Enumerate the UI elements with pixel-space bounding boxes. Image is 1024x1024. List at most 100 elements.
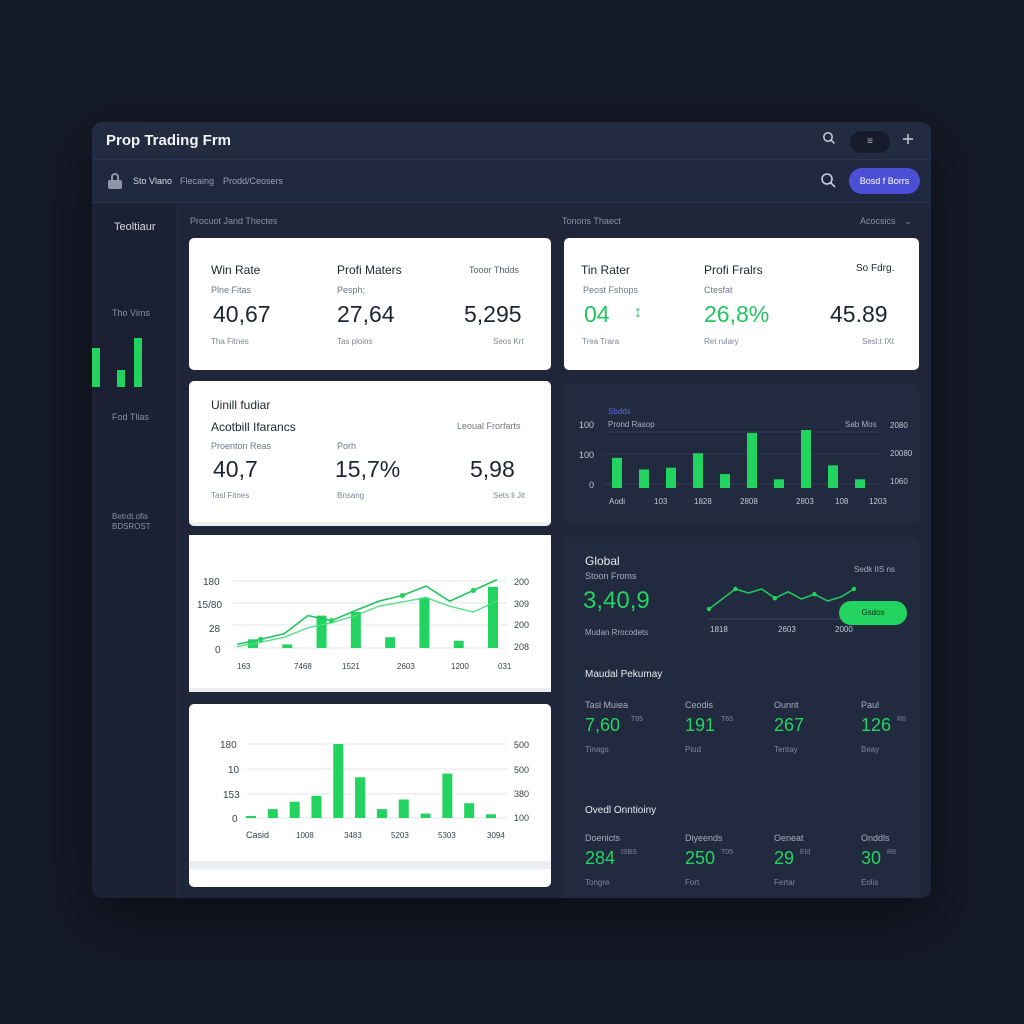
chart-bar <box>333 744 344 818</box>
x-tick-label: 5303 <box>438 831 456 840</box>
global-pill-button[interactable]: Gsdos <box>839 601 907 625</box>
chart-bar <box>376 809 387 818</box>
card-title: Acotbill Ifarancs <box>211 420 296 434</box>
stat-item: Oeneat 29 Eld Fertar <box>774 833 864 898</box>
plus-icon[interactable] <box>898 131 918 151</box>
kpi-foot: Bnsang <box>337 491 365 500</box>
chart-bar <box>442 773 453 818</box>
y-tick-label: 0 <box>589 480 594 490</box>
kpi-label: So Fdrg. <box>856 263 895 274</box>
x-tick-label: Casid <box>246 830 269 840</box>
stat-value: 7,60 <box>585 715 621 735</box>
sidebar-bar <box>117 370 125 387</box>
chart-bar <box>693 453 703 488</box>
kpi-value: 40,67 <box>213 301 271 327</box>
chart-bar <box>828 465 838 488</box>
global-title: Global <box>585 554 620 568</box>
x-tick-label: 1818 <box>710 625 728 634</box>
sidebar-label[interactable]: Fod Tlias <box>112 412 149 422</box>
y-tick-label: 309 <box>514 599 529 609</box>
x-tick-label: 1008 <box>296 831 314 840</box>
kpi-sub: Proenton Reas <box>211 441 272 451</box>
global-value: 3,40,9 <box>583 587 650 614</box>
stat-value: 267 <box>774 715 805 735</box>
chart-bar <box>720 474 730 488</box>
global-sub: Stoon Froms <box>585 571 637 581</box>
x-tick-label: 1200 <box>451 662 469 671</box>
performance-card: Uinill fudiar Acotbill Ifarancs Leoual F… <box>189 381 551 526</box>
y-tick-label: 15/80 <box>197 600 222 611</box>
arrow-icon: ↕ <box>634 304 642 321</box>
kpi-card-left: Win Rate Profi Maters Tooor Thdds Plne F… <box>189 238 551 370</box>
stat-small: T85 <box>631 716 644 723</box>
kpi-label: Profi Fralrs <box>704 263 763 277</box>
stat-item: Paul 126 R6 Beay <box>861 700 919 770</box>
stat-label: Doenicts <box>585 833 621 843</box>
stat-value: 284 <box>585 848 616 868</box>
kpi-foot: Trea Trara <box>582 337 620 346</box>
stat-foot: Fertar <box>774 878 796 887</box>
x-tick-label: 3483 <box>344 831 362 840</box>
bar-chart-dark: Sbdds Prond Rasop Sab Mos 100 100 0 2080… <box>579 407 913 506</box>
kpi-sub: Plne Fitas <box>211 285 252 295</box>
line-chart-card: 180 15/80 28 0 200 309 200 208 163 7468 … <box>189 535 551 692</box>
chart-bar <box>666 467 676 488</box>
sidebar-label[interactable]: Betrdt.ofis <box>112 512 149 521</box>
sidebar-label[interactable]: BDSROST <box>112 522 151 531</box>
kpi-value: 26,8% <box>704 301 770 327</box>
nav-item-1[interactable]: Sto Vlano <box>133 176 173 186</box>
chart-bar <box>316 615 327 648</box>
nav-item-2[interactable]: Flecaing <box>180 176 215 186</box>
legend-label: Prond Rasop <box>608 420 655 429</box>
cta-button[interactable]: Bosd f Borrs <box>849 168 920 194</box>
legend-label: Sab Mos <box>845 420 877 429</box>
kpi-value: 15,7% <box>335 456 401 482</box>
line-series-secondary <box>236 596 498 648</box>
card-right-label: Leoual Frorfarts <box>457 421 521 431</box>
line-chart: 180 15/80 28 0 200 309 200 208 163 7468 … <box>197 577 529 671</box>
app-window: Prop Trading Frm ≡ Sto Vlano Flecaing Pr… <box>92 122 931 898</box>
bar-chart-card: 180 10 153 0 500 500 380 100 Casid 1008 … <box>189 704 551 887</box>
stat-foot: Tinags <box>585 745 609 754</box>
stat-foot: Piud <box>685 745 702 754</box>
stat-label: Onddls <box>861 833 890 843</box>
chart-bar <box>350 612 361 648</box>
chart-bar <box>420 813 431 818</box>
chart-bar <box>639 469 649 488</box>
x-tick-label: 163 <box>237 662 251 671</box>
chart-bar <box>385 637 396 648</box>
global-line-series <box>708 588 855 610</box>
bar-chart: 180 10 153 0 500 500 380 100 Casid 1008 … <box>220 740 529 840</box>
stat-value: 250 <box>685 848 716 868</box>
sidebar-label[interactable]: Tho Vims <box>112 308 150 318</box>
stat-value: 126 <box>861 715 892 735</box>
y-tick-label: 200 <box>514 577 529 587</box>
nav-item-3[interactable]: Prodd/Ceosers <box>223 176 284 186</box>
stat-foot: Tentay <box>774 745 798 754</box>
x-tick-label: 5203 <box>391 831 409 840</box>
search-icon[interactable] <box>820 172 838 190</box>
kpi-value: 27,64 <box>337 301 395 327</box>
menu-button[interactable]: ≡ <box>850 131 890 153</box>
stat-value: 191 <box>685 715 716 735</box>
range-dropdown[interactable]: Acocsics ⌄ <box>860 216 912 227</box>
y-tick-label: 2080 <box>890 421 908 430</box>
chart-bar <box>267 809 278 818</box>
global-card: Global Stoon Froms 3,40,9 Mudan Rrocodet… <box>564 537 919 898</box>
x-tick-label: 2000 <box>835 625 853 634</box>
chart-bar <box>612 457 622 488</box>
stat-value: 30 <box>861 848 882 868</box>
x-tick-label: 2808 <box>740 497 758 506</box>
section-label-left: Procuot Jand Thectes <box>190 216 278 226</box>
chart-bar <box>289 801 300 818</box>
kpi-foot: Sets li Jit <box>493 491 526 500</box>
global-right-label: Sedk IIS ns <box>854 565 895 574</box>
y-tick-label: 208 <box>514 642 529 652</box>
chart-point <box>733 586 738 592</box>
search-icon[interactable] <box>819 131 839 151</box>
kpi-value: 5,98 <box>470 456 515 482</box>
stat-item: Tasl Muiea 7,60 T85 Tinags <box>585 700 675 770</box>
kpi-foot: Sesl:t IXt <box>862 337 895 346</box>
chart-point <box>470 587 476 593</box>
chart-point <box>258 636 264 642</box>
